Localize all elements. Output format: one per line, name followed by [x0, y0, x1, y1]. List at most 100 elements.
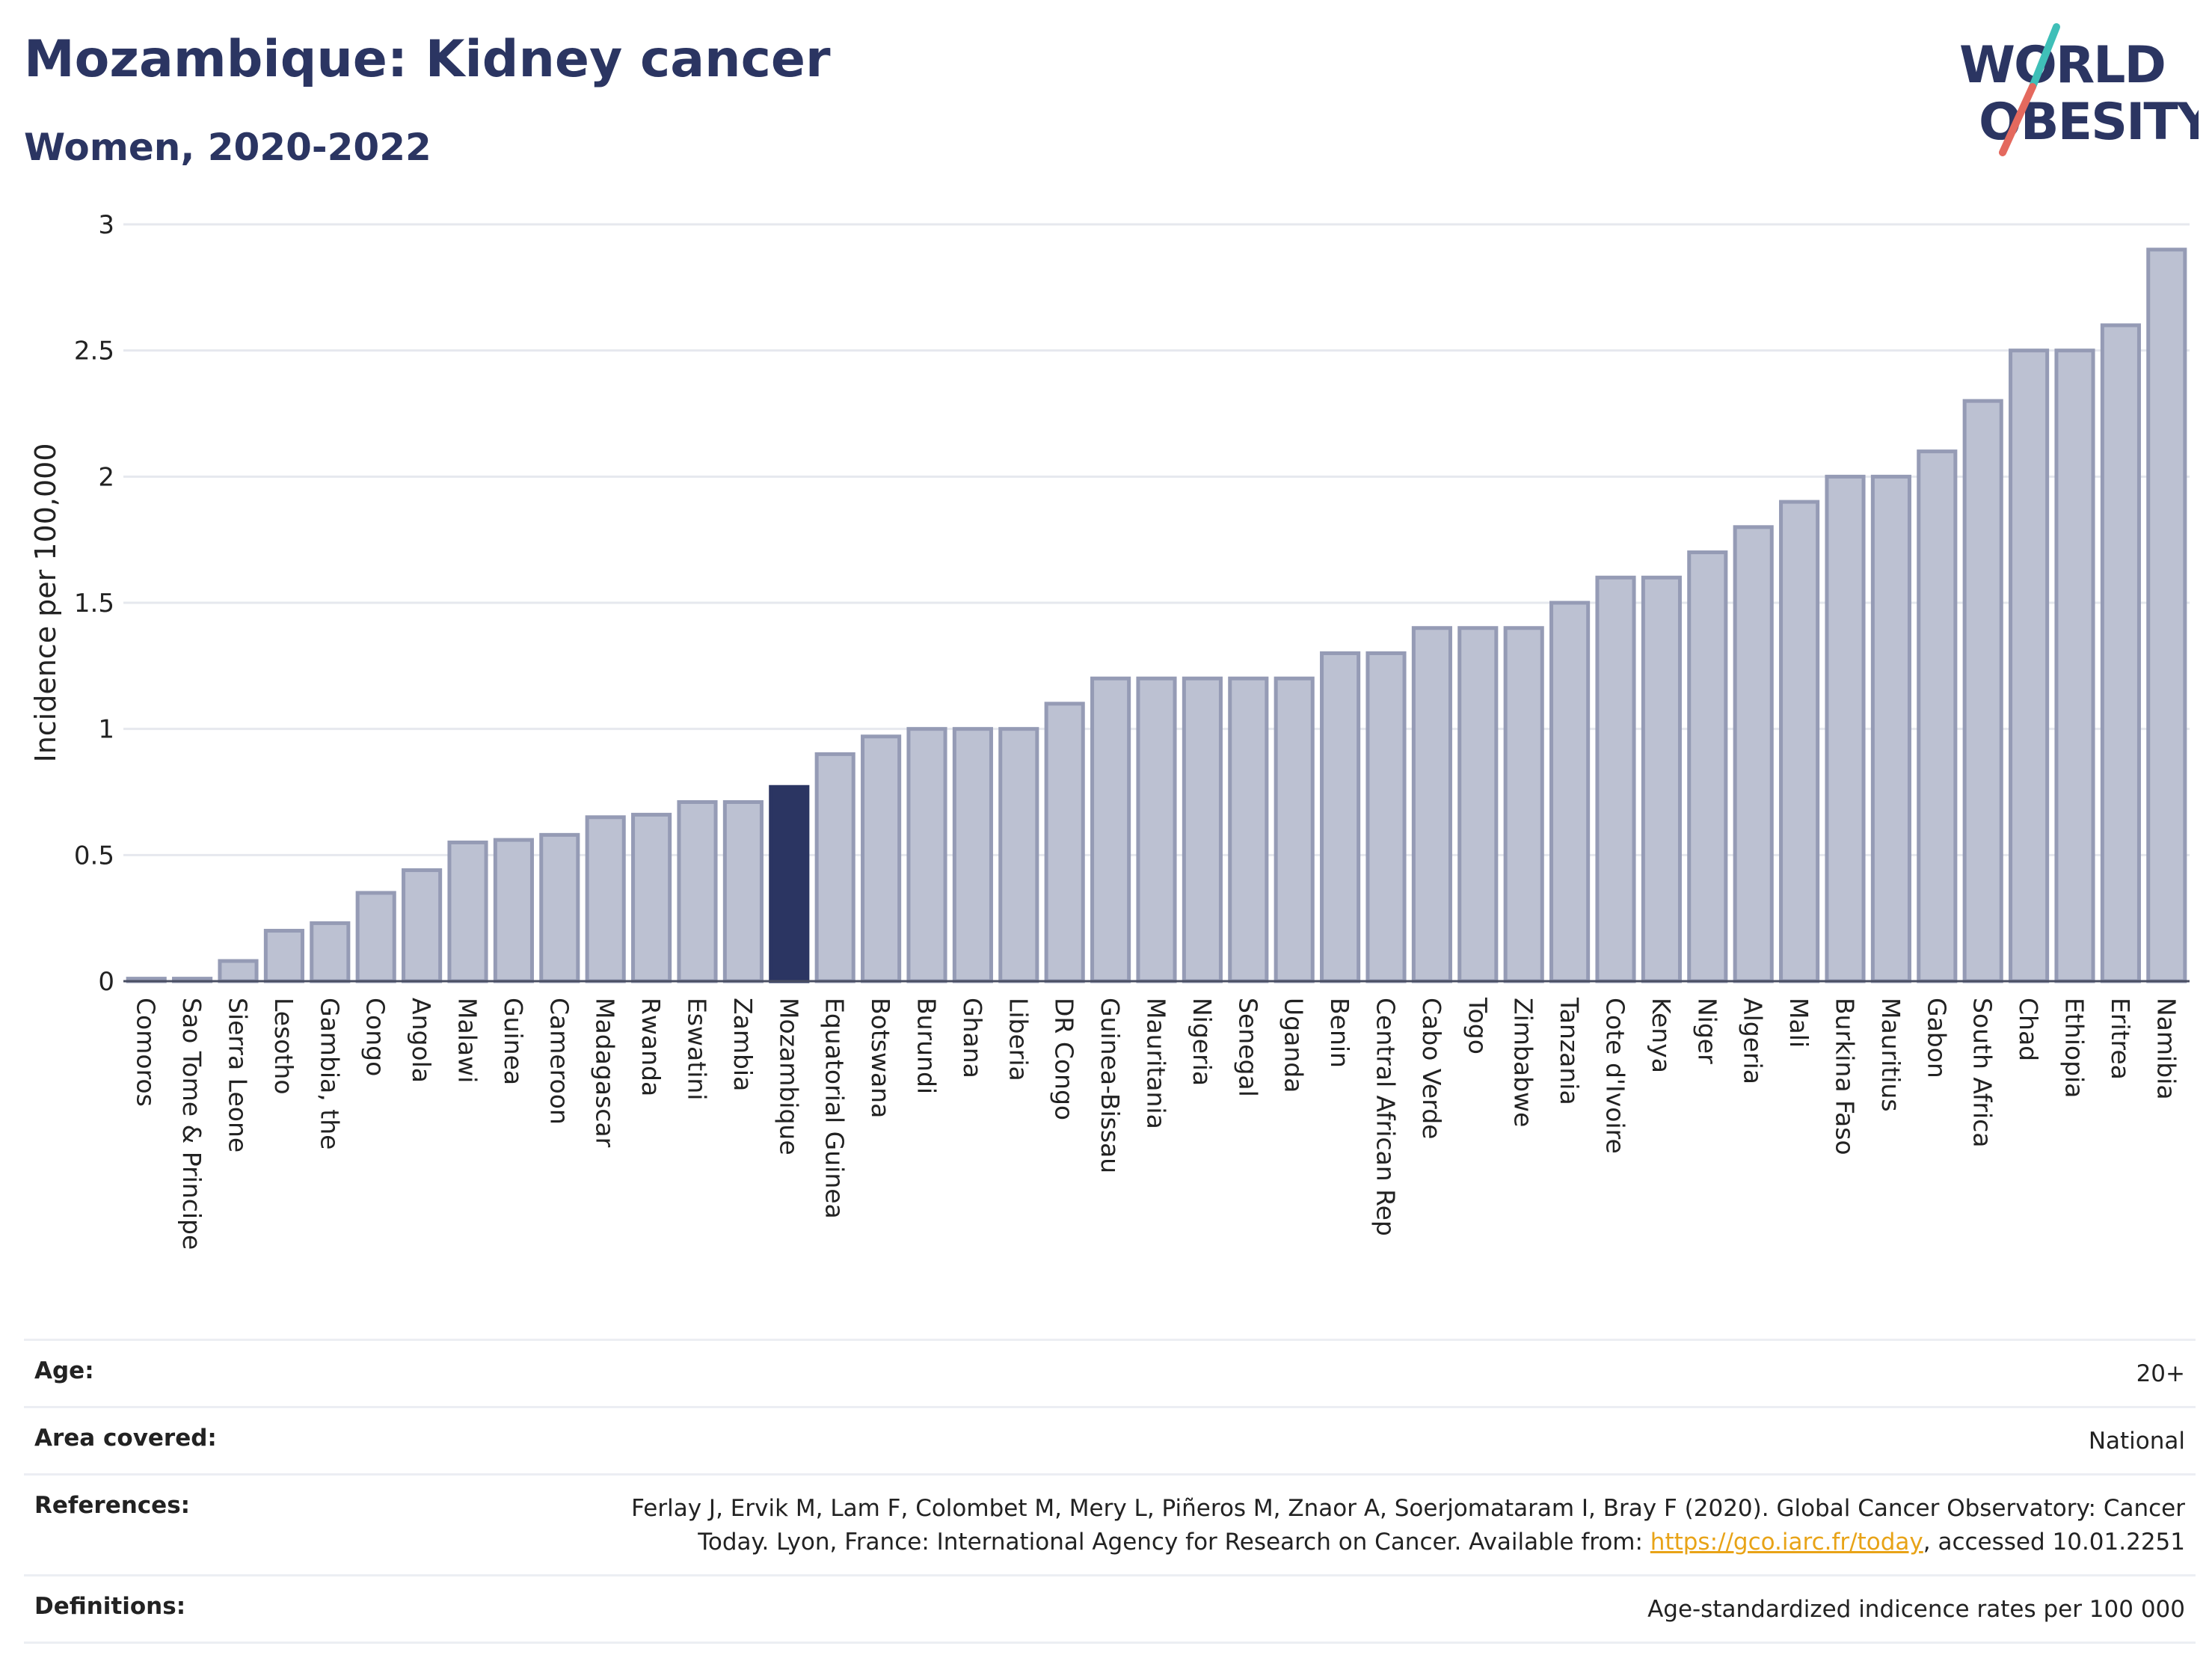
bar [218, 959, 259, 983]
age-row: Age: 20+ [24, 1339, 2196, 1406]
x-tick-label: Mozambique [774, 998, 803, 1155]
bar [585, 815, 626, 983]
bar [861, 734, 902, 983]
x-axis-labels: Comoros Sao Tome & Principe Sierra Leone Le… [132, 997, 2181, 1250]
x-tick-label: Madagascar [591, 998, 620, 1148]
bar [1733, 525, 1774, 983]
x-tick-label: Comoros [132, 998, 161, 1107]
x-tick-label: Rwanda [636, 998, 666, 1096]
x-tick-label: Gambia, the [315, 998, 344, 1149]
world-obesity-logo: WORLD OBESITY [1959, 23, 2199, 156]
y-axis-ticks: 0 0.5 1 1.5 2 2.5 3 [74, 210, 114, 997]
references-label: References: [34, 1491, 191, 1519]
x-tick-label: Gabon [1922, 998, 1951, 1078]
bar [998, 727, 1039, 983]
bar [1228, 676, 1269, 983]
x-tick-label: Ethiopia [2060, 998, 2089, 1098]
bar [1687, 550, 1728, 983]
bars [126, 248, 2187, 983]
x-tick-label: Burkina Faso [1831, 998, 1860, 1155]
x-tick-label: Mali [1784, 998, 1813, 1048]
x-tick-label: Uganda [1279, 998, 1309, 1093]
bar [263, 929, 304, 983]
bar [1870, 474, 1911, 983]
x-tick-label: Guinea-Bissau [1096, 998, 1125, 1173]
y-axis-title: Incidence per 100,000 [29, 443, 62, 762]
area-row: Area covered: National [24, 1405, 2196, 1473]
bar [1090, 676, 1131, 983]
bar [1503, 626, 1544, 983]
bar [814, 752, 855, 983]
x-tick-label: Niger [1692, 998, 1721, 1064]
x-tick-label: Mauritius [1876, 998, 1905, 1112]
definitions-row: Definitions: Age-standardized indicence … [24, 1573, 2196, 1644]
x-tick-label: Botswana [866, 998, 895, 1118]
bar [1641, 575, 1682, 983]
references-suffix: , accessed 10.01.2251 [1923, 1528, 2185, 1556]
bar [1044, 701, 1085, 983]
x-tick-label: Burundi [912, 998, 941, 1094]
area-value: National [2088, 1427, 2185, 1455]
bar [539, 832, 580, 983]
bar [1549, 601, 1591, 983]
bar [1825, 474, 1866, 983]
bar [1182, 676, 1223, 983]
x-tick-label: Mauritania [1142, 998, 1171, 1129]
bar [906, 727, 947, 983]
definitions-label: Definitions: [34, 1592, 186, 1620]
references-value: Ferlay J, Ervik M, Lam F, Colombet M, Me… [577, 1492, 2185, 1559]
y-tick-label: 3 [98, 210, 114, 240]
bar [1917, 449, 1958, 983]
x-tick-label: Congo [361, 998, 390, 1076]
bar [447, 840, 488, 983]
x-tick-label: Equatorial Guinea [820, 998, 850, 1219]
bar [1595, 575, 1636, 983]
chart-title: Mozambique: Kidney cancer [24, 30, 831, 89]
info-table: Age: 20+ Area covered: National Referenc… [24, 1339, 2196, 1644]
bar [1365, 651, 1407, 983]
x-tick-label: DR Congo [1050, 998, 1079, 1120]
x-tick-label: Central African Rep [1371, 998, 1401, 1236]
x-tick-label: Cote d'Ivoire [1601, 998, 1630, 1154]
bar [310, 921, 351, 983]
age-label: Age: [34, 1357, 94, 1384]
references-row: References: Ferlay J, Ervik M, Lam F, Co… [24, 1473, 2196, 1574]
y-tick-label: 0 [98, 967, 114, 997]
bar [355, 891, 396, 983]
x-tick-label: Chad [2014, 998, 2043, 1061]
x-tick-label: Malawi [453, 998, 482, 1083]
x-tick-label: Tanzania [1555, 997, 1584, 1105]
y-tick-label: 0.5 [74, 841, 114, 871]
y-tick-label: 2.5 [74, 337, 114, 366]
logo-text-world: WORLD [1959, 36, 2165, 95]
references-link[interactable]: https://gco.iarc.fr/today [1650, 1528, 1923, 1556]
bar [1779, 500, 1820, 983]
x-tick-label: Lesotho [269, 998, 298, 1095]
x-tick-label: Benin [1325, 998, 1354, 1068]
references-text: Ferlay J, Ervik M, Lam F, Colombet M, Me… [631, 1494, 2185, 1556]
bar [1962, 399, 2003, 983]
x-tick-label: Cabo Verde [1417, 998, 1446, 1139]
bar [1457, 626, 1499, 983]
y-tick-label: 1 [98, 715, 114, 745]
y-tick-label: 1.5 [74, 589, 114, 618]
bar [1320, 651, 1361, 983]
area-label: Area covered: [34, 1424, 217, 1452]
bar [1136, 676, 1177, 983]
x-tick-label: Nigeria [1188, 998, 1217, 1086]
x-tick-label: Algeria [1739, 998, 1768, 1084]
bar [2100, 323, 2141, 983]
bar [2009, 348, 2050, 983]
x-tick-label: Zambia [728, 998, 758, 1091]
x-tick-label: Sierra Leone [224, 998, 253, 1152]
age-value: 20+ [2136, 1360, 2185, 1387]
logo-slash-teal [2029, 23, 2060, 90]
logo-slash-coral [1999, 83, 2036, 156]
bar [402, 868, 443, 983]
chart-subtitle: Women, 2020-2022 [24, 126, 431, 169]
x-tick-label: Zimbabwe [1509, 998, 1538, 1127]
bar [493, 838, 534, 983]
x-tick-label: Namibia [2151, 998, 2181, 1100]
x-tick-label: Liberia [1004, 998, 1033, 1081]
x-tick-label: Kenya [1647, 998, 1676, 1073]
